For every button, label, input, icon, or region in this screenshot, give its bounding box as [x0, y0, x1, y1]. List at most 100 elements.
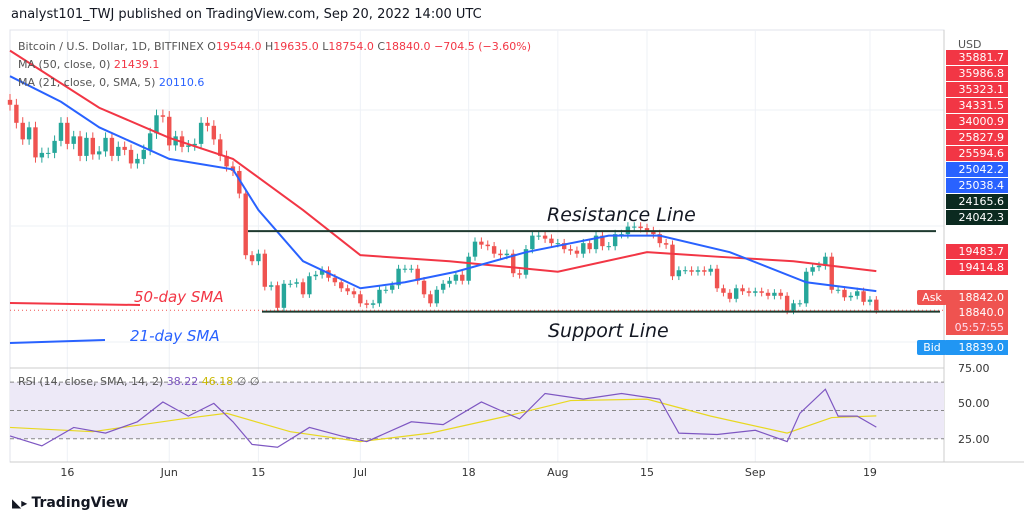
candle-body [555, 243, 561, 245]
candle-body [708, 268, 713, 272]
candle-body [71, 136, 76, 144]
candle-body [390, 285, 395, 290]
candle-body [237, 170, 242, 194]
candle-body [249, 255, 255, 262]
ma50-legend[interactable]: MA (50, close, 0) 21439.1 [18, 58, 159, 71]
candle-body [511, 253, 516, 274]
low-label: L [322, 40, 329, 53]
candle-body [421, 280, 427, 295]
candle-body [103, 137, 108, 152]
candle-body [205, 122, 210, 126]
sma50-annotation-line [9, 302, 141, 306]
ma21-value: 20110.6 [158, 76, 205, 89]
candle-body [440, 283, 446, 290]
candle-body [275, 285, 280, 308]
publish-info: analyst101_TWJ published on TradingView.… [11, 7, 482, 22]
high-value: 19635.0 [273, 40, 319, 53]
candle-body [816, 265, 822, 268]
currency-label: USD [958, 38, 982, 51]
candle-body [867, 299, 873, 302]
candle-body [517, 273, 522, 275]
price-axis-label: 24042.3 [946, 210, 1008, 225]
candle-body [848, 295, 854, 298]
candle-body [670, 244, 675, 277]
candle-body [695, 270, 701, 272]
candle-body [300, 282, 306, 295]
candle-body [536, 235, 541, 237]
x-tick-label: 18 [462, 466, 476, 479]
candle-body [377, 289, 382, 304]
candle-body [829, 256, 834, 290]
sma21-annotation-line [9, 339, 106, 344]
candle-body [587, 243, 592, 250]
candle-body [714, 268, 720, 289]
candle-body [549, 238, 554, 244]
candle-body [332, 277, 338, 283]
rsi-tick: 75.00 [958, 362, 990, 375]
candle-body [58, 122, 64, 141]
candle-body [65, 122, 70, 144]
rsi-value: 38.22 [166, 375, 199, 388]
x-tick-label: Aug [547, 466, 568, 479]
bar-countdown: 05:57:55 [946, 320, 1008, 335]
candle-body [192, 143, 197, 146]
candle-body [39, 152, 45, 158]
candle-body [313, 274, 318, 277]
rsi-line [9, 388, 877, 448]
candle-body [568, 249, 573, 251]
candle-body [351, 291, 357, 295]
rsi-label: RSI (14, close, SMA, 14, 2) [18, 375, 164, 388]
candle-body [358, 294, 363, 304]
candle-body [561, 243, 567, 250]
tradingview-logo[interactable]: ◣▸ TradingView [12, 495, 128, 511]
candle-body [530, 235, 535, 250]
candle-body [167, 116, 172, 146]
candle-body [472, 241, 478, 257]
candle-body [491, 246, 497, 254]
sma21-annotation: 21-day SMA [130, 327, 220, 345]
price-axis-label: 25038.4 [946, 178, 1008, 193]
candle-body [651, 231, 656, 235]
rsi-legend[interactable]: RSI (14, close, SMA, 14, 2) 38.22 46.18 … [18, 375, 259, 388]
candle-body [600, 235, 605, 247]
ma50-value: 21439.1 [113, 58, 160, 71]
candle-body [702, 270, 707, 272]
candle-body [810, 267, 815, 272]
candle-body [460, 274, 465, 281]
candle-body [211, 125, 217, 140]
candle-body [657, 234, 662, 244]
price-axis-label: 35986.8 [946, 66, 1008, 81]
candle-body [733, 288, 739, 299]
rsi-tick: 25.00 [958, 433, 990, 446]
candle-body [784, 295, 790, 311]
price-axis-label: 19414.8 [946, 260, 1008, 275]
rsi-sma-value: 46.18 [201, 375, 234, 388]
candle-body [364, 303, 369, 305]
logo-icon: ◣▸ [12, 496, 32, 510]
candle-body [160, 115, 166, 117]
candle-body [141, 149, 146, 159]
candle-body [753, 291, 758, 293]
candle-body [606, 246, 611, 248]
candle-body [84, 137, 89, 156]
price-axis-label: 35323.1 [946, 82, 1008, 97]
candle-body [485, 244, 490, 247]
candle-body [90, 137, 96, 155]
change-value: −704.5 (−3.60%) [434, 40, 532, 53]
ask-price: 18842.0 [946, 290, 1008, 305]
candle-body [638, 226, 643, 229]
candle-body [319, 270, 325, 275]
candle-body [383, 289, 389, 291]
symbol-name: Bitcoin / U.S. Dollar, 1D, BITFINEX [18, 40, 204, 53]
low-value: 18754.0 [328, 40, 374, 53]
candle-body [772, 292, 777, 296]
candle-body [593, 235, 599, 250]
candle-body [676, 270, 682, 277]
candle-body [746, 291, 752, 293]
candle-body [402, 268, 408, 270]
candle-body [109, 137, 115, 156]
ask-label: Ask [917, 290, 947, 305]
candle-body [256, 253, 261, 262]
ma21-legend[interactable]: MA (21, close, 0, SMA, 5) 20110.6 [18, 76, 204, 89]
